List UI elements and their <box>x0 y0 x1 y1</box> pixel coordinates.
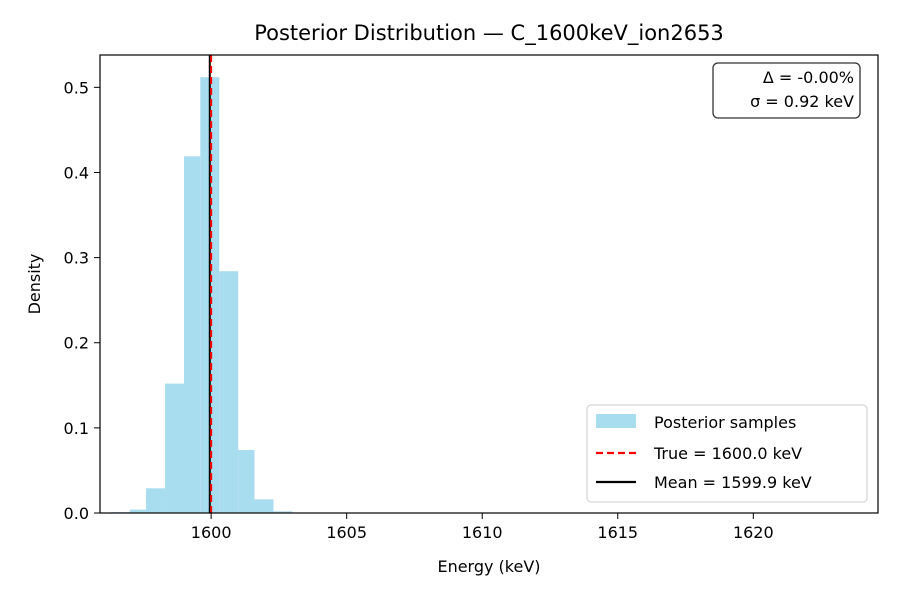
legend-label-mean: Mean = 1599.9 keV <box>654 473 812 492</box>
legend-swatch-posterior <box>596 414 636 428</box>
x-tick-label: 1600 <box>191 523 232 542</box>
x-tick-label: 1615 <box>597 523 638 542</box>
sigma-annotation: σ = 0.92 keV <box>750 92 854 111</box>
y-tick-label: 0.2 <box>64 334 89 353</box>
histogram-bar <box>165 383 185 513</box>
y-axis-label: Density <box>25 254 44 315</box>
x-axis-ticks: 1600 1605 1610 1615 1620 <box>191 513 774 542</box>
legend: Posterior samples True = 1600.0 keV Mean… <box>586 404 868 503</box>
y-tick-label: 0.1 <box>64 419 89 438</box>
histogram-bar <box>129 509 147 513</box>
histogram-bar <box>219 271 239 513</box>
histogram-bar <box>254 499 274 513</box>
x-axis-label: Energy (keV) <box>437 557 540 576</box>
plot-frame <box>99 54 879 514</box>
histogram-bar <box>146 488 166 513</box>
y-tick-label: 0.0 <box>64 504 89 523</box>
x-tick-label: 1620 <box>733 523 774 542</box>
y-tick-label: 0.3 <box>64 249 89 268</box>
legend-label-true: True = 1600.0 keV <box>653 444 802 463</box>
delta-annotation: Δ = -0.00% <box>763 68 854 87</box>
histogram-bar <box>184 156 201 513</box>
histogram-bar <box>238 450 255 513</box>
x-tick-label: 1610 <box>462 523 503 542</box>
histogram-bars <box>110 77 293 514</box>
legend-label-posterior: Posterior samples <box>654 413 796 432</box>
stats-annotation-box: Δ = -0.00% σ = 0.92 keV <box>712 62 861 119</box>
reference-lines <box>208 55 213 513</box>
x-tick-label: 1605 <box>326 523 367 542</box>
chart-title: Posterior Distribution — C_1600keV_ion26… <box>254 21 724 46</box>
histogram-bar <box>273 511 293 513</box>
y-tick-label: 0.5 <box>64 78 89 97</box>
y-tick-label: 0.4 <box>64 163 89 182</box>
y-axis-ticks: 0.0 0.1 0.2 0.3 0.4 0.5 <box>64 78 100 523</box>
